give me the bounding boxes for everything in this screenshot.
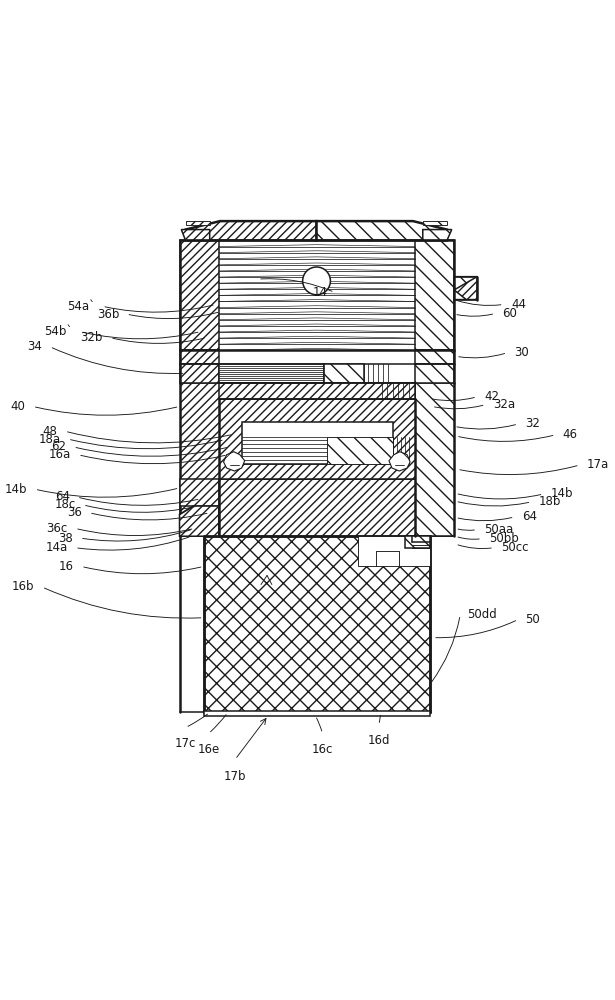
Text: 32: 32 — [525, 417, 540, 430]
Text: 60: 60 — [502, 307, 517, 320]
Polygon shape — [180, 240, 219, 350]
Text: 48: 48 — [42, 425, 58, 438]
Polygon shape — [389, 452, 410, 471]
Bar — [186, 221, 210, 225]
Text: 64: 64 — [55, 490, 69, 503]
Text: 36c: 36c — [47, 522, 68, 535]
Text: 38: 38 — [58, 532, 73, 545]
Text: 16b: 16b — [12, 580, 34, 593]
Text: 42: 42 — [485, 390, 499, 403]
Polygon shape — [423, 230, 452, 240]
Bar — [219, 383, 415, 399]
Polygon shape — [415, 364, 454, 383]
Polygon shape — [180, 479, 219, 506]
Text: 17a: 17a — [587, 458, 609, 471]
Text: 46: 46 — [563, 428, 578, 441]
Text: 18b: 18b — [539, 495, 561, 508]
Polygon shape — [415, 383, 454, 536]
Text: 16: 16 — [59, 560, 74, 573]
Polygon shape — [405, 536, 430, 548]
Text: 30: 30 — [515, 346, 530, 359]
Text: 16a: 16a — [49, 448, 71, 461]
Polygon shape — [357, 536, 430, 566]
Text: 14: 14 — [312, 286, 327, 299]
Bar — [242, 422, 392, 464]
Text: 40: 40 — [10, 400, 26, 413]
Polygon shape — [219, 399, 415, 479]
Text: 17c: 17c — [175, 737, 196, 750]
Text: 34: 34 — [28, 340, 42, 353]
Polygon shape — [415, 350, 454, 364]
Text: 50bb: 50bb — [489, 532, 519, 545]
Bar — [180, 240, 454, 350]
Polygon shape — [180, 364, 219, 383]
Polygon shape — [180, 350, 219, 364]
Polygon shape — [204, 536, 430, 712]
Text: 17b: 17b — [224, 770, 246, 783]
Text: 54b`: 54b` — [44, 325, 73, 338]
Text: 16d: 16d — [368, 734, 390, 747]
Text: 14b: 14b — [551, 487, 573, 500]
Text: 50cc: 50cc — [501, 541, 529, 554]
Text: 18c: 18c — [55, 498, 76, 511]
Text: 18a: 18a — [39, 433, 61, 446]
Text: 50dd: 50dd — [467, 608, 497, 621]
Polygon shape — [181, 230, 210, 240]
Bar — [204, 711, 430, 716]
Polygon shape — [219, 479, 415, 536]
Text: 36b: 36b — [97, 308, 119, 321]
Polygon shape — [180, 383, 219, 536]
Polygon shape — [186, 221, 317, 240]
Polygon shape — [415, 240, 454, 350]
Circle shape — [303, 267, 330, 295]
Text: 62: 62 — [51, 440, 66, 453]
Polygon shape — [224, 452, 245, 471]
Bar — [423, 221, 447, 225]
Bar — [219, 364, 324, 383]
Text: 16e: 16e — [197, 743, 220, 756]
Text: 64: 64 — [522, 510, 537, 523]
Polygon shape — [324, 364, 363, 383]
Text: 50aa: 50aa — [485, 523, 514, 536]
Text: 44: 44 — [511, 298, 526, 311]
Text: 14b: 14b — [5, 483, 28, 496]
Text: 54a`: 54a` — [67, 300, 95, 313]
Text: 14a: 14a — [46, 541, 68, 554]
Text: 36: 36 — [67, 506, 82, 519]
Polygon shape — [180, 506, 219, 536]
Polygon shape — [327, 437, 392, 464]
Text: 16c: 16c — [312, 743, 333, 756]
Text: 32a: 32a — [493, 398, 515, 411]
Text: 32b: 32b — [81, 331, 103, 344]
Text: 50: 50 — [525, 613, 540, 626]
Polygon shape — [317, 221, 447, 240]
Polygon shape — [454, 277, 477, 300]
Polygon shape — [454, 277, 477, 300]
